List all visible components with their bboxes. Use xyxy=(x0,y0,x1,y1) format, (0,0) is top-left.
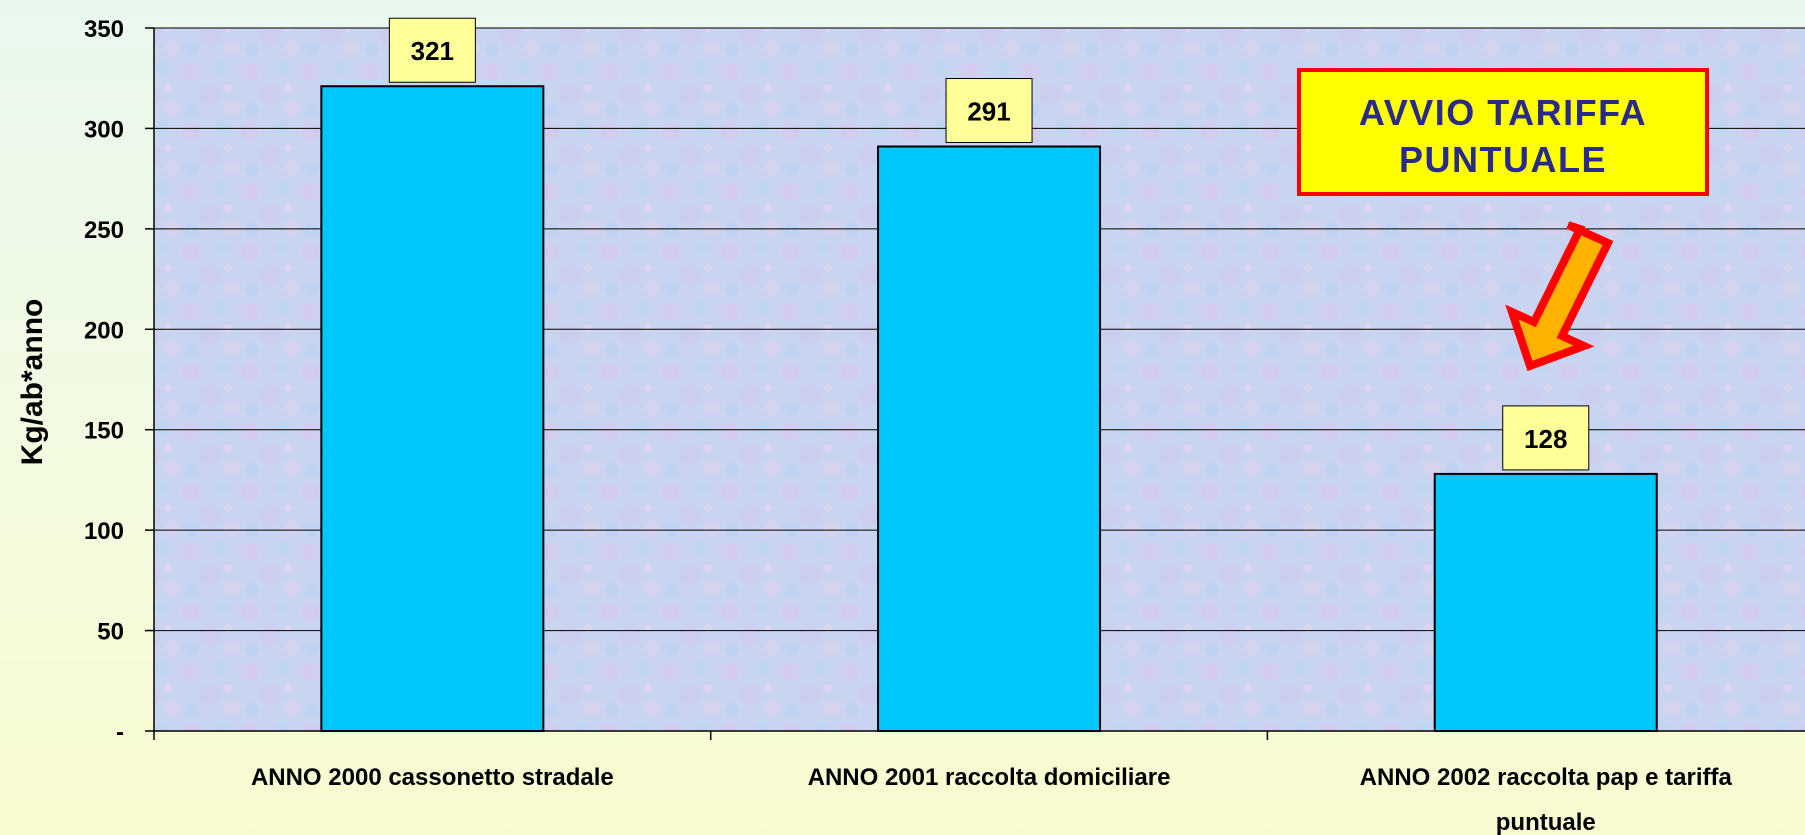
annotation: AVVIO TARIFFA PUNTUALE xyxy=(1297,68,1709,372)
category-label: ANNO 2000 cassonetto stradale xyxy=(251,764,614,791)
bar xyxy=(1433,472,1658,732)
value-label: 291 xyxy=(967,97,1010,127)
bar xyxy=(877,145,1102,732)
category-labels: ANNO 2000 cassonetto stradale ANNO 2001 r… xyxy=(251,764,1733,835)
y-axis-title: Kg/ab*anno xyxy=(16,299,49,466)
y-tick-label: 350 xyxy=(84,16,124,43)
y-tick-label: 300 xyxy=(84,116,124,143)
value-labels: 321 291 128 xyxy=(388,17,1590,471)
arrow-icon xyxy=(1505,221,1614,372)
annotation-line-1: AVVIO TARIFFA xyxy=(1359,92,1647,133)
annotation-line-2: PUNTUALE xyxy=(1399,139,1607,180)
category-label: ANNO 2001 raccolta domiciliare xyxy=(808,764,1171,791)
y-tick-label: 200 xyxy=(84,317,124,344)
value-label-box xyxy=(945,78,1033,144)
annotation-box xyxy=(1297,68,1709,196)
y-tick-label: 250 xyxy=(84,217,124,244)
value-label: 128 xyxy=(1524,424,1567,454)
y-tick-label: 150 xyxy=(84,418,124,445)
value-label: 321 xyxy=(411,36,454,66)
category-label: puntuale xyxy=(1496,809,1596,835)
category-label: ANNO 2002 raccolta pap e tariffa xyxy=(1360,764,1733,791)
bar xyxy=(320,85,545,732)
value-label-box xyxy=(388,17,476,83)
y-tick-label: 50 xyxy=(97,619,124,646)
y-tick-label: 100 xyxy=(84,518,124,545)
bars xyxy=(320,85,1658,732)
x-axis xyxy=(153,730,1805,740)
y-axis: - 50 100 150 200 250 300 350 xyxy=(84,16,155,746)
y-tick-label: - xyxy=(116,719,124,746)
value-label-box xyxy=(1502,405,1590,471)
